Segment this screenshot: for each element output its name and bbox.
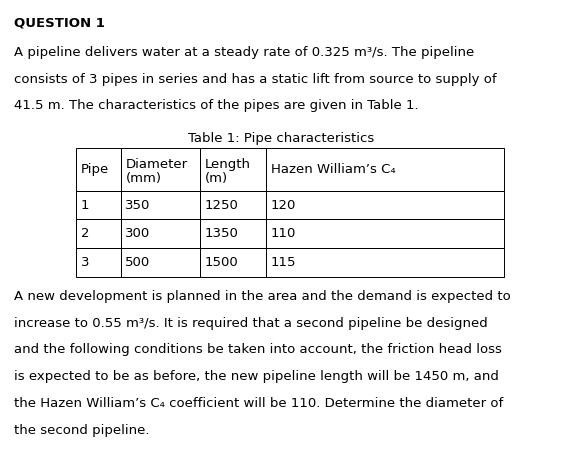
Text: is expected to be as before, the new pipeline length will be 1450 m, and: is expected to be as before, the new pip… xyxy=(14,370,499,383)
Text: (m): (m) xyxy=(204,172,227,185)
Text: 300: 300 xyxy=(126,227,151,240)
Text: A pipeline delivers water at a steady rate of 0.325 m³/s. The pipeline: A pipeline delivers water at a steady ra… xyxy=(14,46,474,59)
Text: 500: 500 xyxy=(126,256,151,269)
Text: (mm): (mm) xyxy=(126,172,162,185)
Text: Pipe: Pipe xyxy=(81,163,109,176)
Text: the Hazen William’s C₄ coefficient will be 110. Determine the diameter of: the Hazen William’s C₄ coefficient will … xyxy=(14,397,503,410)
Text: 1250: 1250 xyxy=(204,199,239,212)
Text: and the following conditions be taken into account, the friction head loss: and the following conditions be taken in… xyxy=(14,344,502,357)
Text: consists of 3 pipes in series and has a static lift from source to supply of: consists of 3 pipes in series and has a … xyxy=(14,73,497,86)
Text: QUESTION 1: QUESTION 1 xyxy=(14,16,105,29)
Text: the second pipeline.: the second pipeline. xyxy=(14,424,150,437)
Text: 350: 350 xyxy=(126,199,151,212)
Text: increase to 0.55 m³/s. It is required that a second pipeline be designed: increase to 0.55 m³/s. It is required th… xyxy=(14,317,488,330)
Text: Length: Length xyxy=(204,158,251,171)
Text: 110: 110 xyxy=(271,227,296,240)
Text: A new development is planned in the area and the demand is expected to: A new development is planned in the area… xyxy=(14,290,511,303)
Text: 115: 115 xyxy=(271,256,296,269)
Text: 1: 1 xyxy=(81,199,89,212)
Text: Hazen William’s C₄: Hazen William’s C₄ xyxy=(271,163,396,176)
Text: Diameter: Diameter xyxy=(126,158,187,171)
Text: 2: 2 xyxy=(81,227,89,240)
Text: 120: 120 xyxy=(271,199,296,212)
Text: Table 1: Pipe characteristics: Table 1: Pipe characteristics xyxy=(189,132,374,145)
Text: 41.5 m. The characteristics of the pipes are given in Table 1.: 41.5 m. The characteristics of the pipes… xyxy=(14,100,419,113)
Text: 1500: 1500 xyxy=(204,256,238,269)
Text: 1350: 1350 xyxy=(204,227,239,240)
Text: 3: 3 xyxy=(81,256,89,269)
